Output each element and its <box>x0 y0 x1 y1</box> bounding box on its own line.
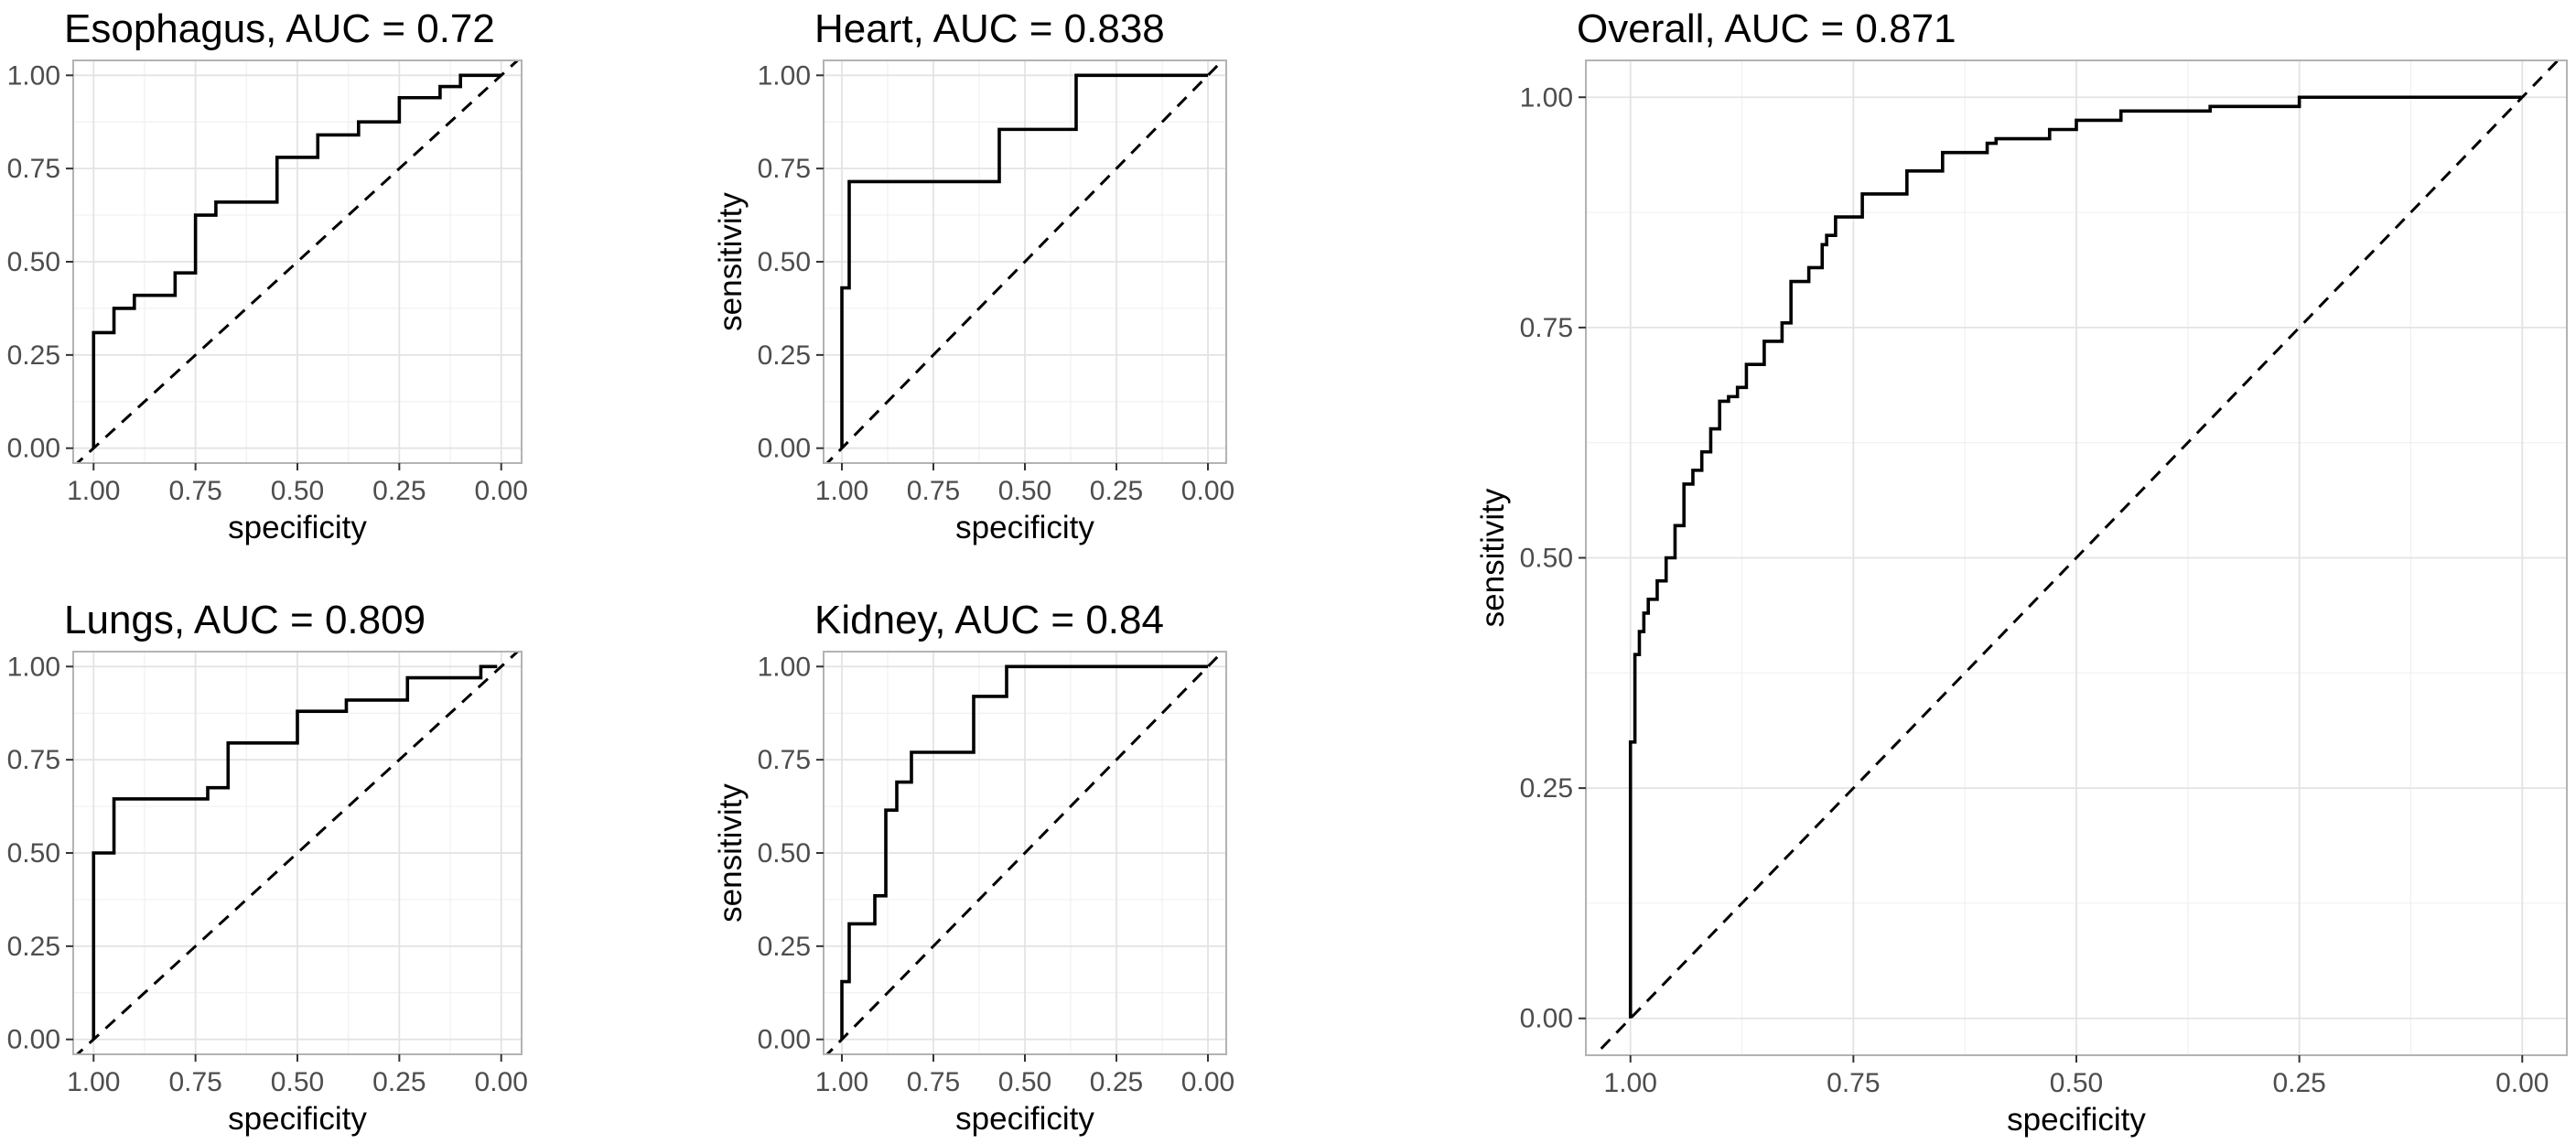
y-tick-label: 0.00 <box>758 434 811 464</box>
y-axis-label: sensitivity <box>713 192 749 331</box>
x-tick-label: 0.50 <box>2050 1068 2103 1098</box>
y-axis-label: sensitivity <box>713 783 749 923</box>
roc-curve-line <box>840 73 1208 448</box>
y-tick-label: 0.50 <box>7 838 60 869</box>
y-tick-label: 1.00 <box>758 60 811 91</box>
x-tick-label: 0.75 <box>168 1067 221 1097</box>
chart-title: Overall, AUC = 0.871 <box>1577 6 1956 51</box>
chance-diagonal-line <box>1592 60 2560 1055</box>
x-tick-label: 0.00 <box>1181 476 1234 506</box>
y-tick-label: 0.00 <box>1520 1004 1573 1034</box>
x-axis-label: specificity <box>955 510 1094 545</box>
y-tick-label: 0.25 <box>1520 773 1573 804</box>
y-tick-label: 1.00 <box>7 652 60 682</box>
chart-esophagus: 1.00 0.75 0.50 0.25 0.00 0.00 0.25 0.50 0.75 1.00… <box>7 6 528 545</box>
y-tick-label: 0.50 <box>1520 544 1573 574</box>
y-tick-label: 1.00 <box>7 60 60 91</box>
y-tick-label: 0.75 <box>7 154 60 184</box>
y-axis-label: sensitivity <box>1475 488 1511 627</box>
y-tick-label: 0.75 <box>1520 313 1573 343</box>
roc-curve-line <box>92 73 501 448</box>
x-tick-label: 0.00 <box>2495 1068 2549 1098</box>
x-tick-label: 0.25 <box>372 476 426 506</box>
y-tick-label: 0.00 <box>7 434 60 464</box>
roc-curve-line <box>840 664 1208 1040</box>
y-tick-label: 0.50 <box>758 838 811 869</box>
y-tick-label: 0.50 <box>7 247 60 277</box>
y-tick-label: 0.00 <box>7 1025 60 1055</box>
x-tick-label: 0.00 <box>475 476 528 506</box>
chart-title: Esophagus, AUC = 0.72 <box>64 6 495 51</box>
x-tick-label: 1.00 <box>67 476 120 506</box>
x-tick-label: 1.00 <box>815 476 868 506</box>
y-tick-label: 1.00 <box>758 652 811 682</box>
chance-diagonal-line <box>825 60 1225 463</box>
y-tick-label: 1.00 <box>1520 82 1573 113</box>
x-tick-label: 0.50 <box>998 1067 1051 1097</box>
x-tick-label: 1.00 <box>1604 1068 1657 1098</box>
roc-curve-line <box>1628 95 2523 1019</box>
x-tick-label: 1.00 <box>67 1067 120 1097</box>
y-tick-label: 0.75 <box>758 745 811 775</box>
x-tick-label: 0.25 <box>2272 1068 2325 1098</box>
x-tick-label: 0.25 <box>1090 1067 1143 1097</box>
y-tick-label: 0.50 <box>758 247 811 277</box>
x-tick-label: 0.75 <box>1827 1068 1880 1098</box>
chart-title: Kidney, AUC = 0.84 <box>814 598 1164 642</box>
x-tick-label: 0.00 <box>475 1067 528 1097</box>
chart-heart: 1.00 0.75 0.50 0.25 0.00 0.00 0.25 0.50 0.75 1.00… <box>713 6 1234 545</box>
y-tick-label: 0.75 <box>758 154 811 184</box>
chart-lungs: 1.00 0.75 0.50 0.25 0.00 0.00 0.25 0.50 0.75 1.00… <box>7 598 528 1137</box>
x-axis-label: specificity <box>2007 1102 2146 1138</box>
chart-overall: 1.00 0.75 0.50 0.25 0.00 0.00 0.25 0.50 0.75 1.00… <box>1475 6 2568 1138</box>
chance-diagonal-line <box>75 652 520 1054</box>
chart-title: Heart, AUC = 0.838 <box>814 6 1165 51</box>
roc-curve-line <box>92 664 498 1040</box>
x-tick-label: 0.75 <box>168 476 221 506</box>
chart-title: Lungs, AUC = 0.809 <box>64 598 426 642</box>
y-tick-label: 0.25 <box>7 932 60 962</box>
y-tick-label: 0.25 <box>758 932 811 962</box>
chance-diagonal-line <box>75 60 520 463</box>
chance-diagonal-line <box>825 652 1225 1054</box>
y-tick-label: 0.75 <box>7 745 60 775</box>
x-axis-label: specificity <box>228 510 367 545</box>
x-tick-label: 0.25 <box>1090 476 1143 506</box>
y-tick-label: 0.25 <box>7 340 60 371</box>
x-tick-label: 0.75 <box>907 476 960 506</box>
x-tick-label: 0.00 <box>1181 1067 1234 1097</box>
x-tick-label: 0.50 <box>271 1067 324 1097</box>
x-tick-label: 0.25 <box>372 1067 426 1097</box>
x-tick-label: 0.50 <box>998 476 1051 506</box>
x-tick-label: 0.50 <box>271 476 324 506</box>
chart-kidney: 1.00 0.75 0.50 0.25 0.00 0.00 0.25 0.50 0.75 1.00… <box>713 598 1234 1137</box>
y-tick-label: 0.00 <box>758 1025 811 1055</box>
x-axis-label: specificity <box>955 1101 1094 1137</box>
x-tick-label: 0.75 <box>907 1067 960 1097</box>
x-tick-label: 1.00 <box>815 1067 868 1097</box>
y-tick-label: 0.25 <box>758 340 811 371</box>
x-axis-label: specificity <box>228 1101 367 1137</box>
